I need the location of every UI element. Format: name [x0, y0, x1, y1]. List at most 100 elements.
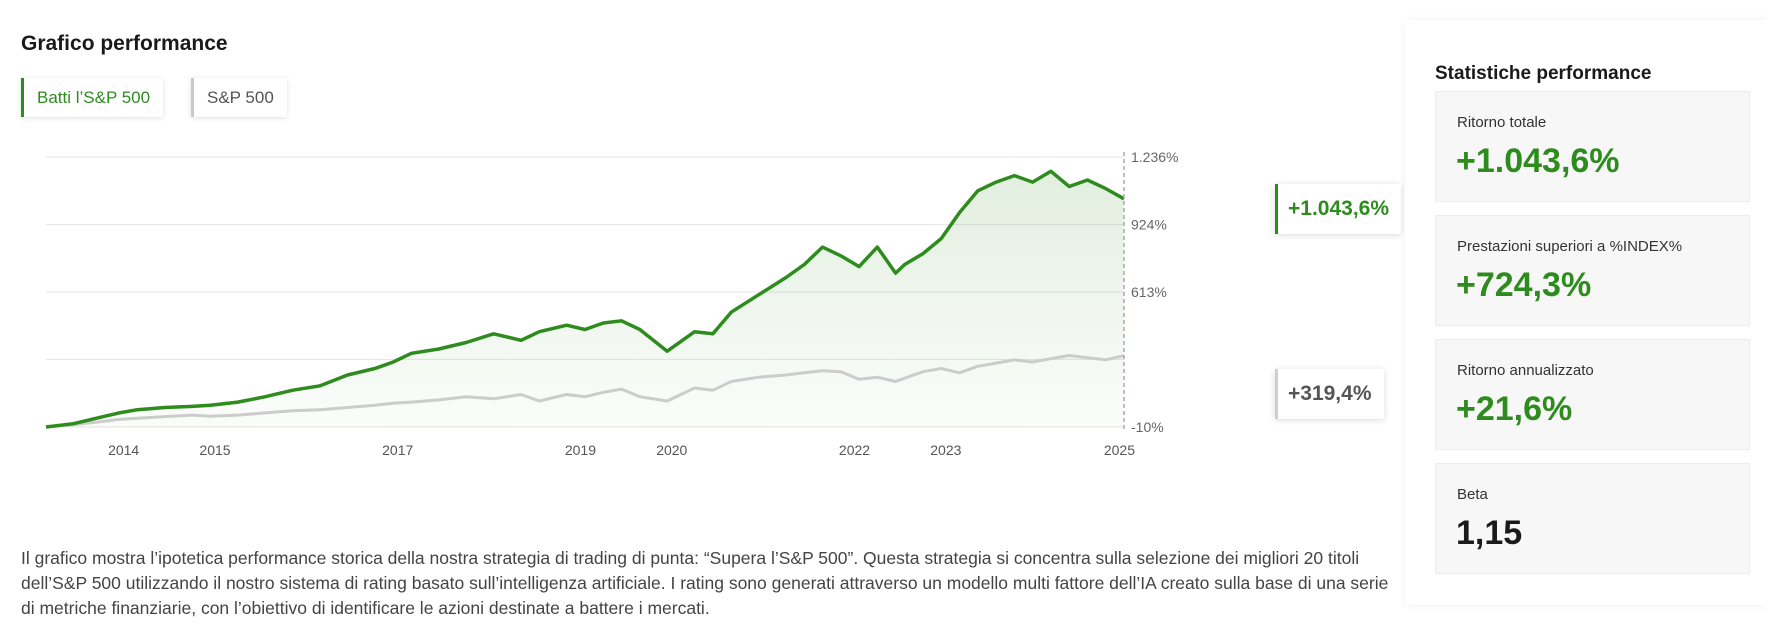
index-data-point: [291, 409, 294, 412]
index-data-point: [163, 415, 166, 418]
strategy-data-point: [693, 330, 696, 333]
stat-value: +21,6%: [1456, 390, 1573, 428]
legend-strategy-button[interactable]: Batti l’S&P 500: [21, 78, 164, 117]
strategy-data-point: [1123, 197, 1126, 200]
x-tick-label: 2020: [656, 442, 687, 458]
index-data-point: [392, 402, 395, 405]
index-data-point: [757, 376, 760, 379]
index-data-point: [638, 395, 641, 398]
strategy-data-point: [995, 181, 998, 184]
x-tick-label: 2015: [199, 442, 230, 458]
strategy-data-point: [876, 246, 879, 249]
strategy-data-point: [1068, 185, 1071, 188]
stat-card-annualized-return: Ritorno annualizzato +21,6%: [1435, 339, 1750, 450]
index-data-point: [99, 420, 102, 423]
strategy-data-point: [803, 263, 806, 266]
strategy-data-point: [410, 352, 413, 355]
strategy-data-point: [958, 211, 961, 214]
strategy-data-point: [858, 265, 861, 268]
index-series-line: [45, 354, 1125, 429]
index-data-point: [346, 406, 349, 409]
index-data-point: [538, 399, 541, 402]
strategy-data-point: [373, 367, 376, 370]
index-data-point: [437, 398, 440, 401]
performance-chart: 1.236% 924% 613% -10% 2014 2015 2017 2019 2020 2…: [45, 149, 1178, 458]
strategy-data-point: [538, 330, 541, 333]
stat-label: Ritorno totale: [1457, 114, 1547, 131]
strategy-data-point: [666, 350, 669, 353]
index-data-point: [520, 393, 523, 396]
index-data-point: [803, 371, 806, 374]
y-tick-label: 613%: [1131, 284, 1167, 300]
chart-description: Il grafico mostra l’ipotetica performanc…: [21, 548, 1389, 618]
strategy-data-point: [638, 328, 641, 331]
index-data-point: [784, 373, 787, 376]
strategy-data-point: [392, 360, 395, 363]
strategy-data-point: [264, 395, 267, 398]
x-tick-label: 2025: [1104, 442, 1135, 458]
index-data-point: [264, 411, 267, 414]
stat-value: +1.043,6%: [1456, 142, 1620, 180]
strategy-data-point: [319, 384, 322, 387]
strategy-data-point: [711, 332, 714, 335]
x-tick-label: 2014: [108, 442, 139, 458]
stats-title: Statistiche performance: [1435, 63, 1652, 84]
x-tick-label: 2017: [382, 442, 413, 458]
index-data-point: [1068, 354, 1071, 357]
stat-value: 1,15: [1456, 514, 1523, 552]
strategy-data-point: [236, 401, 239, 404]
index-data-point: [191, 414, 194, 417]
strategy-data-point: [163, 406, 166, 409]
index-data-point: [940, 367, 943, 370]
strategy-data-point: [940, 237, 943, 240]
strategy-data-point: [757, 293, 760, 296]
index-data-point: [236, 414, 239, 417]
index-data-point: [72, 423, 75, 426]
strategy-series-line: [45, 169, 1125, 429]
strategy-data-point: [118, 411, 121, 414]
index-data-point: [1104, 358, 1107, 361]
index-data-point: [666, 399, 669, 402]
strategy-data-point: [520, 339, 523, 342]
strategy-data-point: [99, 416, 102, 419]
stat-card-outperformance: Prestazioni superiori a %INDEX% +724,3%: [1435, 215, 1750, 326]
index-data-point: [136, 417, 139, 420]
legend-index-button[interactable]: S&P 500: [191, 78, 287, 117]
chart-title: Grafico performance: [21, 32, 228, 55]
index-data-point: [995, 362, 998, 365]
strategy-data-point: [976, 189, 979, 192]
index-data-point: [1031, 360, 1034, 363]
index-data-point: [730, 380, 733, 383]
strategy-area: [46, 171, 1124, 427]
index-data-point: [1049, 357, 1052, 360]
index-data-point: [821, 369, 824, 372]
strategy-data-point: [1013, 174, 1016, 177]
strategy-data-point: [465, 341, 468, 344]
strategy-data-point: [1031, 181, 1034, 184]
index-data-point: [958, 371, 961, 374]
index-data-point: [602, 391, 605, 394]
index-data-point: [876, 376, 879, 379]
stat-label: Prestazioni superiori a %INDEX%: [1457, 238, 1683, 255]
y-tick-label: 924%: [1131, 217, 1167, 233]
index-data-point: [620, 388, 623, 391]
index-data-point: [711, 389, 714, 392]
strategy-data-point: [492, 332, 495, 335]
index-data-point: [903, 377, 906, 380]
strategy-data-point: [894, 272, 897, 275]
strategy-data-point: [922, 252, 925, 255]
y-tick-label: -10%: [1131, 419, 1164, 435]
strategy-data-point: [1049, 170, 1052, 173]
index-data-point: [1086, 356, 1089, 359]
strategy-data-point: [821, 246, 824, 249]
index-value-badge: +319,4%: [1275, 369, 1384, 419]
stat-card-beta: Beta 1,15: [1435, 463, 1750, 574]
index-data-point: [319, 408, 322, 411]
strategy-data-point: [191, 405, 194, 408]
x-tick-label: 2023: [930, 442, 961, 458]
x-tick-label: 2019: [565, 442, 596, 458]
index-data-point: [209, 415, 212, 418]
index-data-point: [492, 397, 495, 400]
stat-value: +724,3%: [1456, 266, 1592, 304]
strategy-data-point: [291, 389, 294, 392]
